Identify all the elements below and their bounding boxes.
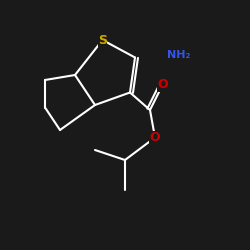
- Text: O: O: [150, 131, 160, 144]
- Text: S: S: [98, 34, 107, 46]
- Text: O: O: [157, 78, 168, 92]
- Text: NH₂: NH₂: [168, 50, 191, 60]
